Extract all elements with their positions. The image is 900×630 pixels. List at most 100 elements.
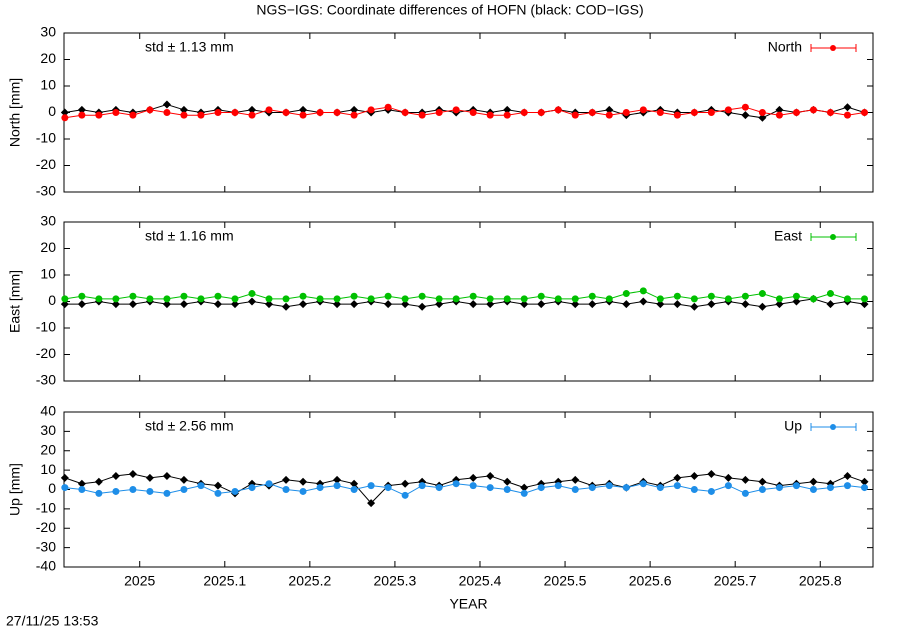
data-point <box>129 486 137 493</box>
data-point <box>299 477 308 486</box>
data-point <box>554 482 562 490</box>
data-point <box>520 300 529 309</box>
data-point <box>486 300 495 309</box>
data-point <box>673 482 681 490</box>
std-annotation: std ± 1.16 mm <box>145 228 234 244</box>
data-point <box>724 106 732 114</box>
data-point <box>809 106 817 114</box>
data-point <box>316 295 324 303</box>
data-point <box>503 486 511 493</box>
data-point <box>180 111 188 119</box>
data-point <box>622 109 630 116</box>
data-point <box>724 482 732 490</box>
data-point <box>146 487 154 495</box>
data-point <box>112 487 120 495</box>
data-point <box>367 106 375 114</box>
y-tick-label: 40 <box>40 403 56 419</box>
data-point <box>758 109 766 116</box>
data-point <box>350 111 358 119</box>
data-point <box>248 484 256 492</box>
data-point <box>775 295 783 303</box>
legend-label: East <box>774 228 802 244</box>
y-tick-label: 20 <box>40 441 56 457</box>
data-point <box>367 482 375 490</box>
data-point <box>809 477 818 486</box>
data-point <box>78 111 86 119</box>
data-point <box>230 300 239 309</box>
x-tick-label: 2025.2 <box>288 573 331 589</box>
data-point <box>826 300 835 309</box>
data-point <box>520 489 528 497</box>
data-point <box>639 106 647 114</box>
x-tick-label: 2025 <box>124 573 155 589</box>
data-point <box>78 486 86 493</box>
data-point <box>469 292 477 300</box>
data-point <box>571 300 580 309</box>
plot-frame <box>63 221 874 382</box>
data-point <box>77 479 86 488</box>
data-point <box>231 295 239 303</box>
data-point <box>792 482 800 490</box>
data-point <box>860 477 869 486</box>
y-tick-label: -20 <box>36 345 56 361</box>
y-tick-label: 30 <box>40 24 56 40</box>
data-point <box>384 103 392 111</box>
data-point <box>333 295 341 303</box>
data-point <box>214 292 222 300</box>
data-point <box>401 491 409 499</box>
data-point <box>656 484 664 492</box>
data-point <box>673 300 682 309</box>
data-point <box>333 300 342 309</box>
data-point <box>213 300 222 309</box>
data-point <box>622 290 630 298</box>
data-point <box>826 290 834 298</box>
data-point <box>537 292 545 300</box>
data-point <box>146 295 154 303</box>
data-point <box>384 292 392 300</box>
std-annotation: std ± 2.56 mm <box>145 418 234 434</box>
data-point <box>843 471 852 480</box>
data-point <box>503 105 512 114</box>
data-point <box>299 111 307 119</box>
data-point <box>605 482 613 490</box>
data-point <box>690 471 699 480</box>
y-tick-label: 30 <box>40 422 56 438</box>
x-tick-label: 2025.3 <box>374 573 417 589</box>
data-point <box>384 300 393 309</box>
data-point <box>128 470 137 478</box>
data-point <box>163 109 171 116</box>
data-point <box>588 484 596 492</box>
data-point <box>77 105 86 114</box>
y-tick-label: -10 <box>36 319 56 335</box>
data-point <box>248 297 257 306</box>
data-point <box>197 482 205 490</box>
data-point <box>452 106 460 114</box>
data-point <box>656 295 664 303</box>
y-axis-label: Up [mm] <box>7 463 23 516</box>
data-point <box>265 106 273 114</box>
data-point <box>94 477 103 486</box>
x-tick-label: 2025.5 <box>544 573 587 589</box>
x-tick-label: 2025.6 <box>629 573 672 589</box>
data-point <box>145 473 154 482</box>
data-point <box>690 295 698 303</box>
data-point <box>741 111 750 120</box>
data-point <box>129 111 137 119</box>
y-axis-label: East [mm] <box>7 270 23 333</box>
x-tick-label: 2025.7 <box>714 573 757 589</box>
data-point <box>758 113 767 122</box>
data-point <box>418 292 426 300</box>
data-point <box>503 111 511 119</box>
y-tick-label: -30 <box>36 183 56 199</box>
data-point <box>809 295 817 303</box>
data-point <box>843 295 851 303</box>
data-point <box>128 300 137 309</box>
data-point <box>469 109 477 116</box>
data-point <box>248 290 256 298</box>
data-point <box>95 295 103 303</box>
legend-marker <box>830 424 836 430</box>
data-point <box>179 475 188 484</box>
data-point <box>843 482 851 490</box>
data-point <box>435 300 444 309</box>
data-point <box>537 484 545 492</box>
